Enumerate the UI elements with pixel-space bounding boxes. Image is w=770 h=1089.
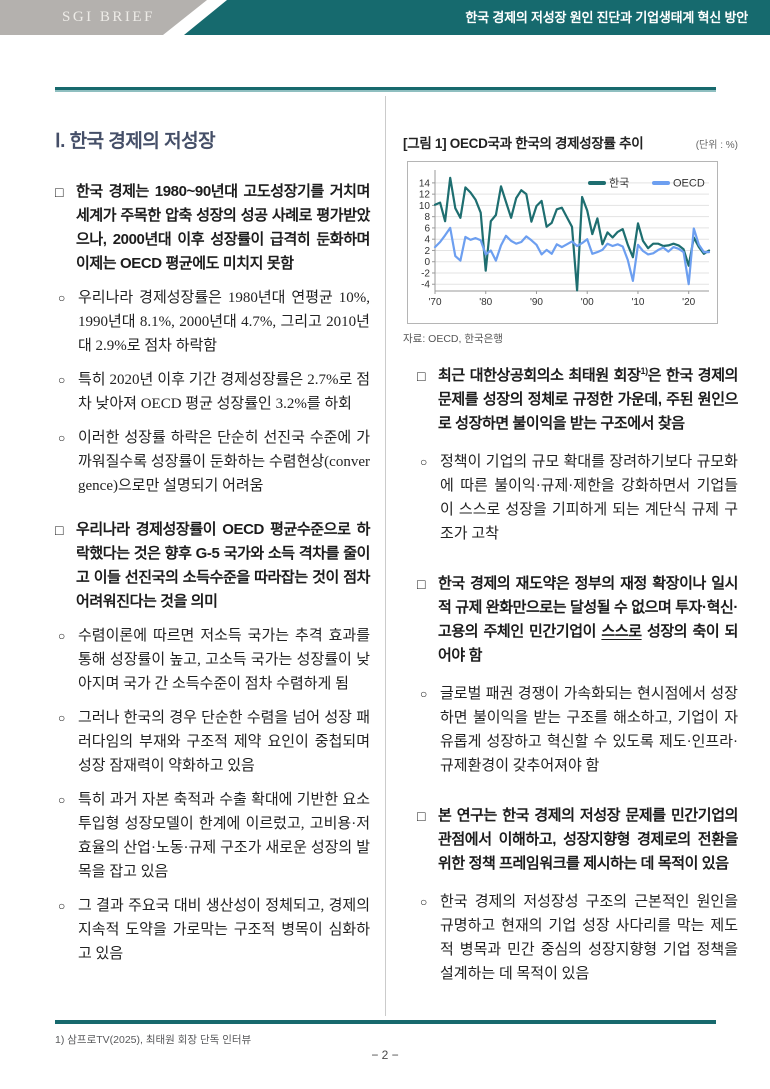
square-bullet-icon: □ <box>417 368 426 384</box>
column-divider <box>385 96 386 1016</box>
growth-line-chart: -4 -2 0 2 4 6 8 10 12 14 '70 '80 '90 '00 '10 '20 한국 OECD <box>407 161 718 324</box>
bullet-paragraph: □ 최근 대한상공회의소 최태원 회장1)은 한국 경제의 문제를 성장의 정체로… <box>417 364 738 436</box>
paragraph-text: 한국 경제의 재도약은 정부의 재정 확장이나 일시적 규제 완화만으로는 달성… <box>438 575 738 664</box>
bullet-paragraph: ○ 수렴이론에 따르면 저소득 국가는 추격 효과를 통해 성장률이 높고, 고소… <box>55 624 370 696</box>
square-bullet-icon: □ <box>417 576 426 592</box>
figure-unit: (단위 : %) <box>695 140 738 151</box>
square-bullet-icon: □ <box>55 522 64 538</box>
page-header: SGI BRIEF 한국 경제의 저성장 원인 진단과 기업생태계 혁신 방안 <box>0 0 770 35</box>
svg-text:'80: '80 <box>479 297 492 308</box>
svg-text:10: 10 <box>419 201 431 212</box>
bullet-paragraph: ○ 이러한 성장률 하락은 단순히 선진국 수준에 가까워질수록 성장률이 둔화하… <box>55 426 370 498</box>
circle-bullet-icon: ○ <box>420 455 428 469</box>
header-title-band: 한국 경제의 저성장 원인 진단과 기업생태계 혁신 방안 <box>184 0 770 35</box>
square-bullet-icon: □ <box>55 184 64 200</box>
svg-text:2: 2 <box>424 246 430 257</box>
bullet-paragraph: ○ 특히 과거 자본 축적과 수출 확대에 기반한 요소투입형 성장모델이 한계에… <box>55 788 370 884</box>
figure-source: 자료: OECD, 한국은행 <box>403 333 503 345</box>
bullet-paragraph: □ 한국 경제의 재도약은 정부의 재정 확장이나 일시적 규제 완화만으로는 달… <box>417 572 738 668</box>
footnote: 1) 삼프로TV(2025), 최태원 회장 단독 인터뷰 <box>55 1034 252 1046</box>
left-column: Ⅰ. 한국 경제의 저성장 □ 한국 경제는 1980~90년대 고도성장기를 거… <box>55 130 370 976</box>
bullet-paragraph: ○ 정책이 기업의 규모 확대를 장려하기보다 규모화에 따른 불이익·규제·제한… <box>417 450 738 546</box>
square-bullet-icon: □ <box>417 808 426 824</box>
bullet-paragraph: ○ 그 결과 주요국 대비 생산성이 정체되고, 경제의 지속적 도약을 가로막는… <box>55 894 370 966</box>
paragraph-text: 특히 과거 자본 축적과 수출 확대에 기반한 요소투입형 성장모델이 한계에 … <box>78 792 370 880</box>
legend-label-한국: 한국 <box>609 177 629 190</box>
circle-bullet-icon: ○ <box>58 793 66 807</box>
paragraph-text: 이러한 성장률 하락은 단순히 선진국 수준에 가까워질수록 성장률이 둔화하는… <box>78 430 370 494</box>
bullet-paragraph: □ 본 연구는 한국 경제의 저성장 문제를 민간기업의 관점에서 이해하고, 성… <box>417 804 738 876</box>
svg-text:-2: -2 <box>421 268 430 279</box>
circle-bullet-icon: ○ <box>420 895 428 909</box>
footnote-ref: 1) <box>640 366 648 376</box>
circle-bullet-icon: ○ <box>58 373 66 387</box>
brand-text: SGI BRIEF <box>62 9 155 25</box>
paragraph-text: 본 연구는 한국 경제의 저성장 문제를 민간기업의 관점에서 이해하고, 성장… <box>438 807 738 872</box>
paragraph-text: 그러나 한국의 경우 단순한 수렴을 넘어 성장 패러다임의 부재와 구조적 제… <box>78 710 370 774</box>
circle-bullet-icon: ○ <box>58 431 66 445</box>
right-column: [그림 1] OECD국과 한국의 경제성장률 추이 (단위 : %) -4 -2… <box>403 132 738 1000</box>
header-title: 한국 경제의 저성장 원인 진단과 기업생태계 혁신 방안 <box>465 10 748 25</box>
circle-bullet-icon: ○ <box>58 291 66 305</box>
brand-banner: SGI BRIEF <box>0 0 207 35</box>
bullet-paragraph: ○ 글로벌 패권 경쟁이 가속화되는 현시점에서 성장하면 불이익을 받는 구조를… <box>417 682 738 778</box>
section-title: Ⅰ. 한국 경제의 저성장 <box>55 131 216 152</box>
right-column-items: □ 최근 대한상공회의소 최태원 회장1)은 한국 경제의 문제를 성장의 정체로… <box>403 364 738 986</box>
top-rule <box>55 87 716 92</box>
series-line-OECD <box>433 226 711 286</box>
svg-text:'70: '70 <box>428 297 441 308</box>
svg-text:'00: '00 <box>581 297 594 308</box>
svg-text:12: 12 <box>419 190 431 201</box>
paragraph-text: 최근 대한상공회의소 최태원 회장1)은 한국 경제의 문제를 성장의 정체로 … <box>438 366 739 433</box>
bullet-paragraph: ○ 한국 경제의 저성장성 구조의 근본적인 원인을 규명하고 현재의 기업 성장… <box>417 890 738 986</box>
svg-text:4: 4 <box>424 235 430 246</box>
svg-text:-4: -4 <box>421 280 430 291</box>
svg-text:'90: '90 <box>530 297 543 308</box>
paragraph-text: 우리나라 경제성장률이 OECD 평균수준으로 하락했다는 것은 향후 G-5 … <box>76 521 370 610</box>
paragraph-text: 한국 경제는 1980~90년대 고도성장기를 거치며 세계가 주목한 압축 성… <box>76 183 370 272</box>
left-column-items: □ 한국 경제는 1980~90년대 고도성장기를 거치며 세계가 주목한 압축 … <box>55 180 370 966</box>
page-number: − 2 − <box>371 1048 399 1062</box>
bullet-paragraph: ○ 그러나 한국의 경우 단순한 수렴을 넘어 성장 패러다임의 부재와 구조적 … <box>55 706 370 778</box>
svg-text:'10: '10 <box>631 297 644 308</box>
bullet-paragraph: □ 우리나라 경제성장률이 OECD 평균수준으로 하락했다는 것은 향후 G-5… <box>55 518 370 614</box>
bottom-rule <box>55 1020 716 1024</box>
circle-bullet-icon: ○ <box>58 899 66 913</box>
underlined-text: 스스로 <box>601 623 642 640</box>
series-line-한국 <box>433 176 711 292</box>
paragraph-text: 우리나라 경제성장률은 1980년대 연평균 10%, 1990년대 8.1%,… <box>78 290 370 354</box>
svg-text:8: 8 <box>424 212 430 223</box>
figure-header: [그림 1] OECD국과 한국의 경제성장률 추이 (단위 : %) <box>403 132 738 152</box>
paragraph-text: 그 결과 주요국 대비 생산성이 정체되고, 경제의 지속적 도약을 가로막는 … <box>78 898 370 962</box>
circle-bullet-icon: ○ <box>58 711 66 725</box>
bullet-paragraph: ○ 특히 2020년 이후 기간 경제성장률은 2.7%로 점차 낮아져 OECD… <box>55 368 370 416</box>
legend-label-OECD: OECD <box>673 178 705 190</box>
paragraph-text: 글로벌 패권 경쟁이 가속화되는 현시점에서 성장하면 불이익을 받는 구조를 … <box>440 686 738 774</box>
figure-title: [그림 1] OECD국과 한국의 경제성장률 추이 <box>403 136 644 151</box>
circle-bullet-icon: ○ <box>420 687 428 701</box>
svg-text:14: 14 <box>419 178 431 189</box>
paragraph-text: 수렴이론에 따르면 저소득 국가는 추격 효과를 통해 성장률이 높고, 고소득… <box>78 628 370 692</box>
bullet-paragraph: □ 한국 경제는 1980~90년대 고도성장기를 거치며 세계가 주목한 압축 … <box>55 180 370 276</box>
paragraph-text: 한국 경제의 저성장성 구조의 근본적인 원인을 규명하고 현재의 기업 성장 … <box>440 894 738 982</box>
circle-bullet-icon: ○ <box>58 629 66 643</box>
bullet-paragraph: ○ 우리나라 경제성장률은 1980년대 연평균 10%, 1990년대 8.1%… <box>55 286 370 358</box>
svg-text:0: 0 <box>424 257 430 268</box>
svg-text:6: 6 <box>424 223 430 234</box>
paragraph-text: 특히 2020년 이후 기간 경제성장률은 2.7%로 점차 낮아져 OECD … <box>78 372 370 412</box>
paragraph-text: 정책이 기업의 규모 확대를 장려하기보다 규모화에 따른 불이익·규제·제한을… <box>440 454 738 542</box>
svg-text:'20: '20 <box>682 297 695 308</box>
